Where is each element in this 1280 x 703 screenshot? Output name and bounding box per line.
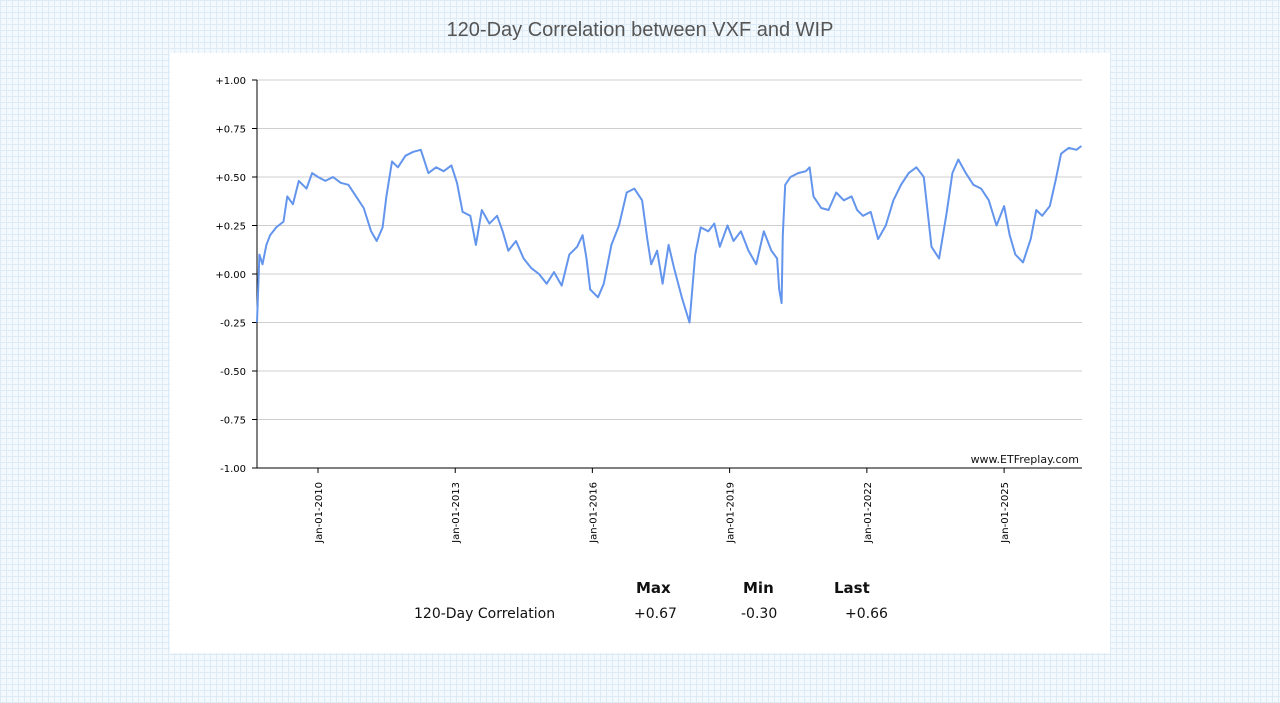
y-tick-label: -0.25 — [220, 319, 246, 330]
x-tick-label: Jan-01-2025 — [1000, 482, 1011, 544]
watermark: www.ETFreplay.com — [971, 453, 1079, 466]
y-tick-label: +0.00 — [215, 270, 246, 281]
correlation-chart: +1.00 +0.75 +0.50 +0.25 +0.00 -0.25 -0.50 -0.75… — [215, 76, 1083, 544]
series-line — [256, 145, 1083, 324]
grid — [257, 79, 1082, 420]
y-tick-label: -1.00 — [220, 464, 246, 475]
stats-header-max: Max — [636, 579, 671, 597]
x-tick-label: Jan-01-2010 — [314, 482, 325, 544]
stats-header-min: Min — [743, 579, 774, 597]
stats-header-last: Last — [834, 579, 870, 597]
y-tick-label: -0.50 — [220, 367, 246, 378]
stats-max-value: +0.67 — [634, 606, 677, 622]
stats-last-value: +0.66 — [845, 606, 888, 622]
y-tick-label: +1.00 — [215, 76, 246, 87]
stats-row-label: 120-Day Correlation — [414, 606, 556, 622]
x-tick-label: Jan-01-2016 — [588, 482, 599, 544]
y-tick-label: +0.50 — [215, 173, 246, 184]
stats-min-value: -0.30 — [741, 606, 778, 622]
x-tick-label: Jan-01-2013 — [451, 482, 462, 544]
y-tick-label: +0.25 — [215, 222, 246, 233]
stats-table: Max Min Last 120-Day Correlation +0.67 -… — [170, 53, 1110, 653]
x-tick-label: Jan-01-2022 — [863, 482, 874, 544]
x-axis-ticks: Jan-01-2010 Jan-01-2013 Jan-01-2016 Jan-01-… — [314, 468, 1011, 544]
y-tick-label: +0.75 — [215, 125, 246, 136]
y-tick-label: -0.75 — [220, 416, 246, 427]
x-tick-label: Jan-01-2019 — [726, 482, 737, 544]
y-axis-ticks: +1.00 +0.75 +0.50 +0.25 +0.00 -0.25 -0.50 -0.75… — [215, 76, 257, 475]
page-title: 120-Day Correlation between VXF and WIP — [446, 19, 834, 41]
chart-panel: +1.00 +0.75 +0.50 +0.25 +0.00 -0.25 -0.50 -0.75… — [170, 53, 1110, 653]
